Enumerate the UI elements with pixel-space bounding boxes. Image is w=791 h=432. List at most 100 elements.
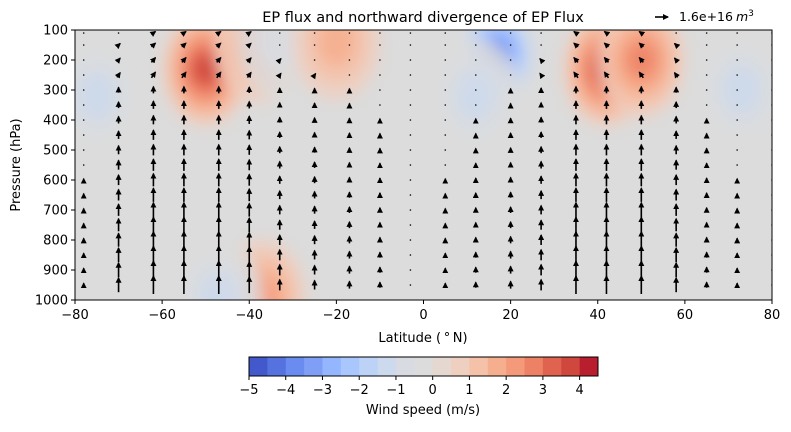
ep-flux-arrow xyxy=(379,44,381,46)
ep-flux-arrow xyxy=(540,44,542,46)
y-tick-label: 300 xyxy=(43,84,68,99)
ep-flux-arrow xyxy=(474,59,477,61)
ep-flux-arrow xyxy=(736,59,738,61)
ep-flux-arrow xyxy=(215,71,222,79)
ep-flux-arrow xyxy=(409,284,412,286)
ep-flux-arrow xyxy=(409,74,412,76)
ep-flux-arrow xyxy=(474,89,477,91)
ep-flux-arrow xyxy=(245,31,252,38)
ep-flux-arrow xyxy=(638,71,645,79)
ep-flux-arrow xyxy=(409,59,412,61)
x-tick-label: 60 xyxy=(677,308,694,323)
ep-flux-arrow xyxy=(409,209,412,211)
ep-flux-arrow xyxy=(348,74,351,76)
colorbar-segment xyxy=(451,357,470,376)
ep-flux-arrow xyxy=(444,59,447,61)
colorbar-segment xyxy=(340,357,360,376)
ep-flux-arrow xyxy=(474,104,477,106)
ep-flux-arrow xyxy=(603,42,611,49)
ep-flux-arrow xyxy=(736,74,738,76)
field-contour xyxy=(78,72,116,120)
ep-flux-arrow xyxy=(150,71,157,79)
colorbar-segment xyxy=(395,357,415,376)
ep-flux-arrow xyxy=(180,42,187,49)
ep-flux-arrow xyxy=(117,32,120,34)
ep-flux-arrows xyxy=(80,30,772,294)
ep-flux-arrow xyxy=(736,44,738,46)
colorbar-tick-label: −4 xyxy=(276,383,295,398)
ep-flux-arrow xyxy=(573,71,580,79)
ep-flux-arrow xyxy=(638,56,645,64)
ep-flux-arrow xyxy=(409,239,412,241)
ep-flux-arrow xyxy=(275,72,282,80)
ep-flux-arrow xyxy=(736,134,738,136)
chart-title: EP flux and northward divergence of EP F… xyxy=(262,10,584,26)
x-tick-label: 20 xyxy=(502,308,519,323)
ep-flux-arrow xyxy=(573,56,580,64)
ep-flux-arrow xyxy=(409,269,412,271)
ep-flux-arrow xyxy=(245,57,252,64)
ep-flux-arrow xyxy=(409,149,412,151)
ep-flux-arrow xyxy=(214,30,222,37)
y-tick-label: 800 xyxy=(43,234,68,249)
ep-flux-arrow xyxy=(180,30,187,37)
ep-flux-arrow xyxy=(82,59,85,61)
ep-flux-arrow xyxy=(705,104,708,106)
colorbar-tick-label: −5 xyxy=(239,383,258,398)
ep-flux-arrow xyxy=(409,89,412,91)
ep-flux-arrow xyxy=(379,104,381,106)
field-contour xyxy=(457,72,495,120)
ep-flux-arrow xyxy=(673,57,681,64)
ep-flux-arrow xyxy=(409,179,412,181)
ep-flux-arrow xyxy=(444,89,447,91)
colorbar-tick-label: 2 xyxy=(502,383,510,398)
x-tick-label: 40 xyxy=(589,308,606,323)
colorbar-segment xyxy=(322,357,342,376)
ep-flux-arrow xyxy=(673,71,680,79)
y-tick-label: 500 xyxy=(43,144,68,159)
ep-flux-arrow xyxy=(673,42,681,50)
ep-flux-arrow xyxy=(114,57,121,64)
ep-flux-arrow xyxy=(638,42,646,49)
quiver-key: 1.6e+16 m3 xyxy=(655,9,754,24)
field-contour xyxy=(194,55,218,83)
y-tick-label: 900 xyxy=(43,264,68,279)
colorbar-segment xyxy=(432,357,452,376)
y-tick-label: 100 xyxy=(43,24,68,39)
ep-flux-arrow xyxy=(409,32,412,34)
ep-flux-arrow xyxy=(474,32,477,34)
ep-flux-arrow xyxy=(310,72,317,80)
ep-flux-arrow xyxy=(114,42,121,50)
y-tick-label: 700 xyxy=(43,204,68,219)
ep-flux-arrow xyxy=(348,32,351,34)
colorbar-segment xyxy=(561,357,581,376)
ep-flux-arrow xyxy=(82,74,85,76)
ep-flux-arrow xyxy=(313,59,316,61)
ep-flux-arrow xyxy=(736,32,738,34)
colorbar-segment xyxy=(579,357,599,376)
ep-flux-arrow xyxy=(215,56,222,64)
ep-flux-arrow xyxy=(603,30,611,37)
ep-flux-arrow xyxy=(409,194,412,196)
ep-flux-arrow xyxy=(736,104,738,106)
x-axis-label: Latitude ( ° N) xyxy=(378,331,467,346)
ep-flux-arrow xyxy=(705,32,708,34)
colorbar-segment xyxy=(469,357,489,376)
y-tick-label: 600 xyxy=(43,174,68,189)
y-tick-label: 200 xyxy=(43,54,68,69)
y-tick-label: 400 xyxy=(43,114,68,129)
ep-flux-arrow xyxy=(736,119,738,121)
x-tick-label: 0 xyxy=(419,308,427,323)
colorbar-frame xyxy=(248,356,599,377)
ep-flux-arrow xyxy=(245,42,252,49)
colorbar-segment xyxy=(414,357,434,376)
ep-flux-arrow xyxy=(539,72,546,80)
field-contour xyxy=(722,66,761,114)
colorbar-segment xyxy=(542,357,562,376)
ep-flux-arrow xyxy=(409,254,412,256)
colorbar-segment xyxy=(524,357,544,376)
ep-flux-arrow xyxy=(444,119,447,121)
ep-flux-arrow xyxy=(82,44,85,46)
ep-flux-arrow xyxy=(675,32,677,34)
y-axis-label: Pressure (hPa) xyxy=(9,118,24,211)
